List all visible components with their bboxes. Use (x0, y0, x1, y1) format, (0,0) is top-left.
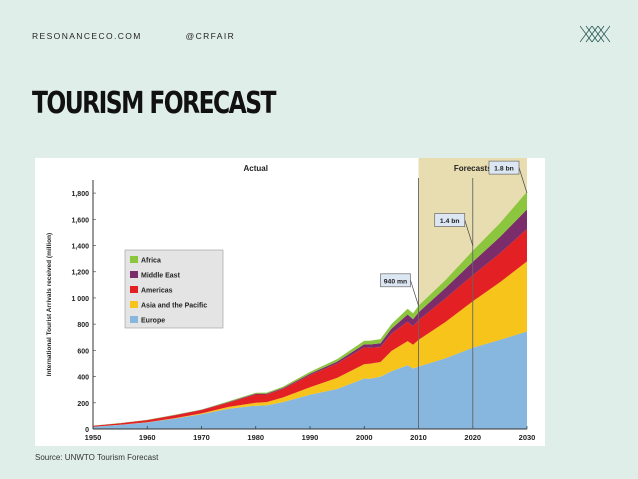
slide-title: TOURISM FORECAST (32, 86, 276, 121)
lattice-logo-icon (580, 25, 610, 43)
legend-label: Africa (141, 258, 161, 265)
y-tick-label: 1,600 (71, 217, 89, 224)
annotation-label: 1.8 bn (494, 166, 514, 173)
x-tick-label: 2010 (410, 433, 427, 442)
legend-swatch (130, 286, 138, 293)
y-tick-label: 1,200 (71, 270, 89, 277)
legend-swatch (130, 256, 138, 263)
legend-box (124, 249, 224, 329)
source-note: Source: UNWTO Tourism Forecast (35, 453, 159, 462)
area-americas (93, 228, 527, 427)
twitter-handle[interactable]: @CRFAIR (185, 31, 236, 41)
annotation-leader (410, 280, 419, 306)
x-tick-label: 1970 (193, 433, 210, 442)
region-label-forecasts: Forecasts (454, 164, 492, 173)
y-tick-label: 400 (77, 375, 89, 382)
y-tick-label: 0 (85, 427, 89, 434)
annotation-box (434, 213, 466, 227)
legend-swatch (130, 316, 138, 323)
y-tick-label: 200 (77, 401, 89, 408)
annotation-label: 940 mn (384, 278, 407, 285)
legend-swatch (130, 271, 138, 278)
site-url[interactable]: RESONANCECO.COM (32, 31, 142, 41)
annotation-label: 1.4 bn (440, 218, 460, 225)
legend-label: Americas (141, 288, 173, 295)
legend-label: Asia and the Pacific (141, 303, 207, 310)
y-tick-label: 1 000 (71, 296, 89, 303)
annotation-box (488, 160, 520, 175)
x-tick-label: 2030 (519, 433, 536, 442)
legend-label: Middle East (141, 273, 181, 280)
x-tick-label: 2000 (356, 433, 373, 442)
header-bar: RESONANCECO.COM @CRFAIR (32, 31, 275, 41)
region-label-actual: Actual (244, 164, 268, 173)
legend-label: Europe (141, 318, 165, 325)
annotation-box (380, 273, 411, 288)
x-tick-label: 1950 (85, 433, 102, 442)
y-tick-label: 600 (77, 348, 89, 355)
annotation-leader (518, 167, 528, 194)
y-axis-label: International Tourist Arrivals received … (46, 233, 53, 376)
x-tick-label: 2020 (464, 433, 481, 442)
x-tick-label: 1990 (302, 433, 319, 442)
legend-swatch (130, 301, 138, 308)
y-tick-label: 1,800 (71, 191, 89, 198)
x-tick-label: 1980 (247, 433, 264, 442)
tourism-chart: Actual Forecasts 0 200 400 600 800 1 000 1,200 1,… (35, 158, 545, 446)
y-tick-label: 1,400 (71, 244, 89, 251)
area-asia-and-the-pacific (93, 261, 527, 427)
y-tick-label: 800 (77, 322, 89, 329)
x-tick-label: 1960 (139, 433, 156, 442)
annotation-leader (464, 219, 474, 246)
